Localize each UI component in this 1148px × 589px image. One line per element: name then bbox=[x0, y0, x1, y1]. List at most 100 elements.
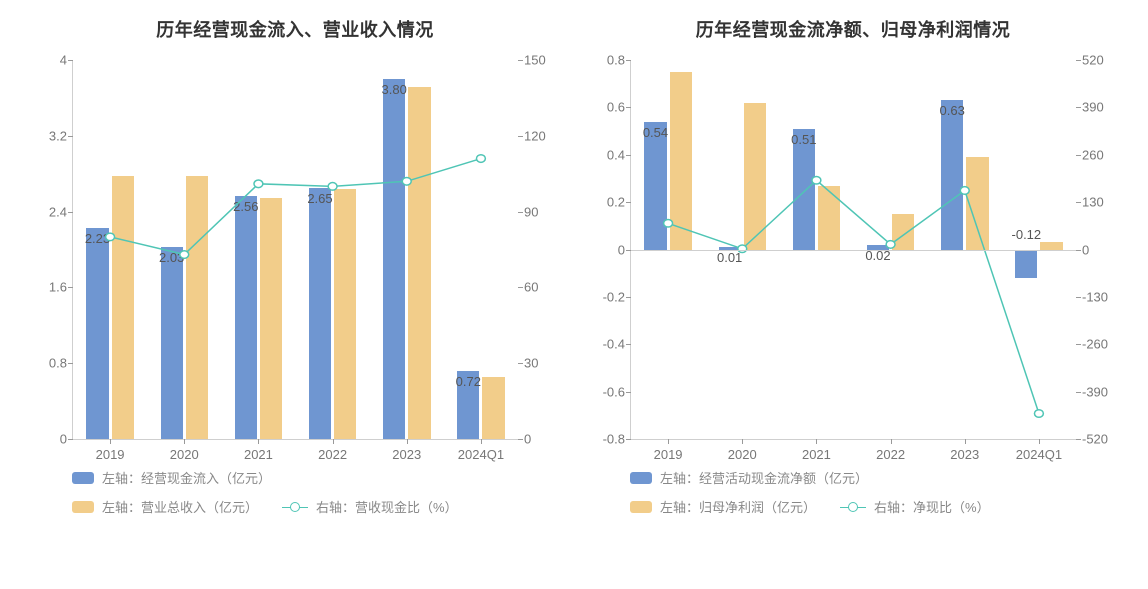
legend-item-bar-b: 左轴：归母净利润（亿元） bbox=[630, 497, 816, 516]
bar-series-a bbox=[941, 100, 963, 249]
x-tick-mark bbox=[965, 439, 966, 444]
x-tick-label: 2020 bbox=[728, 447, 757, 462]
y-left-tick-label: 4 bbox=[31, 53, 67, 68]
y-left-tick-label: -0.2 bbox=[589, 289, 625, 304]
bar-series-a bbox=[86, 228, 108, 439]
y-left-tick-mark bbox=[68, 212, 73, 213]
x-tick-mark bbox=[891, 439, 892, 444]
bar-swatch-icon bbox=[72, 501, 94, 513]
bar-series-b bbox=[260, 198, 282, 439]
left-panel: 历年经营现金流入、营业收入情况 2.2320192.0320202.562021… bbox=[30, 10, 560, 516]
bar-series-b bbox=[818, 186, 840, 250]
charts-row: 历年经营现金流入、营业收入情况 2.2320192.0320202.562021… bbox=[0, 0, 1148, 526]
y-right-tick-mark bbox=[1076, 250, 1081, 251]
bar-swatch-icon bbox=[630, 472, 652, 484]
y-right-tick-label: -390 bbox=[1082, 384, 1118, 399]
y-right-tick-label: 0 bbox=[524, 432, 560, 447]
x-tick-label: 2024Q1 bbox=[458, 447, 504, 462]
bar-value-label: 2.23 bbox=[85, 231, 110, 246]
bar-series-b bbox=[1040, 242, 1062, 249]
left-chart-bars: 2.2320192.0320202.5620212.6520223.802023… bbox=[73, 60, 518, 439]
line-swatch-icon bbox=[282, 501, 308, 513]
y-right-tick-label: -520 bbox=[1082, 432, 1118, 447]
x-tick-label: 2021 bbox=[802, 447, 831, 462]
legend-item-bar-a: 左轴：经营活动现金流净额（亿元） bbox=[630, 468, 868, 487]
y-left-tick-mark bbox=[626, 107, 631, 108]
x-tick-label: 2023 bbox=[950, 447, 979, 462]
x-tick-mark bbox=[481, 439, 482, 444]
x-tick-label: 2024Q1 bbox=[1016, 447, 1062, 462]
legend-label: 左轴：营业总收入（亿元） bbox=[102, 497, 258, 516]
x-tick-mark bbox=[407, 439, 408, 444]
y-left-tick-label: 0.2 bbox=[589, 195, 625, 210]
y-right-tick-mark bbox=[1076, 392, 1081, 393]
y-right-tick-mark bbox=[1076, 439, 1081, 440]
y-right-tick-label: 390 bbox=[1082, 100, 1118, 115]
y-left-tick-label: 0.8 bbox=[589, 53, 625, 68]
x-tick-mark bbox=[742, 439, 743, 444]
y-right-tick-mark bbox=[1076, 297, 1081, 298]
x-tick-mark bbox=[184, 439, 185, 444]
line-swatch-icon bbox=[840, 501, 866, 513]
category-group: 2.032020 bbox=[147, 60, 221, 439]
y-right-tick-label: 60 bbox=[524, 280, 560, 295]
x-tick-label: 2022 bbox=[876, 447, 905, 462]
y-left-tick-mark bbox=[68, 439, 73, 440]
y-right-tick-label: 130 bbox=[1082, 195, 1118, 210]
y-right-tick-mark bbox=[1076, 155, 1081, 156]
legend-label: 左轴：经营现金流入（亿元） bbox=[102, 468, 271, 487]
y-left-tick-label: 0 bbox=[31, 432, 67, 447]
y-right-tick-label: -260 bbox=[1082, 337, 1118, 352]
bar-value-label: 2.65 bbox=[307, 191, 332, 206]
y-right-tick-label: 520 bbox=[1082, 53, 1118, 68]
category-group: 3.802023 bbox=[370, 60, 444, 439]
y-left-tick-mark bbox=[68, 136, 73, 137]
x-tick-mark bbox=[816, 439, 817, 444]
y-right-tick-mark bbox=[1076, 107, 1081, 108]
bar-series-b bbox=[482, 377, 504, 439]
legend-item-line: 右轴：营收现金比（%） bbox=[282, 497, 458, 516]
x-tick-label: 2019 bbox=[654, 447, 683, 462]
bar-series-a bbox=[309, 188, 331, 439]
bar-series-a bbox=[161, 247, 183, 439]
legend-item-line: 右轴：净现比（%） bbox=[840, 497, 990, 516]
bar-series-b bbox=[186, 176, 208, 439]
y-left-tick-label: 0.4 bbox=[589, 147, 625, 162]
y-right-tick-mark bbox=[518, 363, 523, 364]
bar-value-label: 0.51 bbox=[791, 132, 816, 147]
category-group: 0.722024Q1 bbox=[444, 60, 518, 439]
y-right-tick-mark bbox=[1076, 60, 1081, 61]
y-right-tick-label: 120 bbox=[524, 128, 560, 143]
y-left-tick-label: -0.6 bbox=[589, 384, 625, 399]
bar-value-label: 0.01 bbox=[717, 250, 742, 265]
y-left-tick-mark bbox=[626, 60, 631, 61]
x-tick-mark bbox=[258, 439, 259, 444]
y-left-tick-label: 2.4 bbox=[31, 204, 67, 219]
x-tick-label: 2021 bbox=[244, 447, 273, 462]
legend-item-bar-b: 左轴：营业总收入（亿元） bbox=[72, 497, 258, 516]
y-left-tick-label: -0.8 bbox=[589, 432, 625, 447]
bar-series-b bbox=[112, 176, 134, 439]
y-left-tick-mark bbox=[626, 155, 631, 156]
y-right-tick-mark bbox=[518, 212, 523, 213]
y-left-tick-label: 1.6 bbox=[31, 280, 67, 295]
bar-value-label: 0.72 bbox=[456, 374, 481, 389]
bar-series-a bbox=[644, 122, 666, 250]
y-right-tick-mark bbox=[1076, 344, 1081, 345]
bar-series-a bbox=[383, 79, 405, 439]
y-left-tick-label: 3.2 bbox=[31, 128, 67, 143]
y-left-tick-mark bbox=[68, 287, 73, 288]
y-left-tick-mark bbox=[68, 363, 73, 364]
x-tick-label: 2023 bbox=[392, 447, 421, 462]
category-group: 2.652022 bbox=[296, 60, 370, 439]
legend-label: 右轴：营收现金比（%） bbox=[316, 497, 458, 516]
y-left-tick-mark bbox=[68, 60, 73, 61]
zero-axis-line bbox=[631, 250, 1076, 251]
right-chart-title: 历年经营现金流净额、归母净利润情况 bbox=[588, 16, 1118, 42]
bar-series-b bbox=[670, 72, 692, 250]
bar-series-a bbox=[793, 129, 815, 250]
bar-swatch-icon bbox=[630, 501, 652, 513]
bar-series-b bbox=[408, 87, 430, 439]
y-left-tick-label: -0.4 bbox=[589, 337, 625, 352]
x-tick-label: 2020 bbox=[170, 447, 199, 462]
